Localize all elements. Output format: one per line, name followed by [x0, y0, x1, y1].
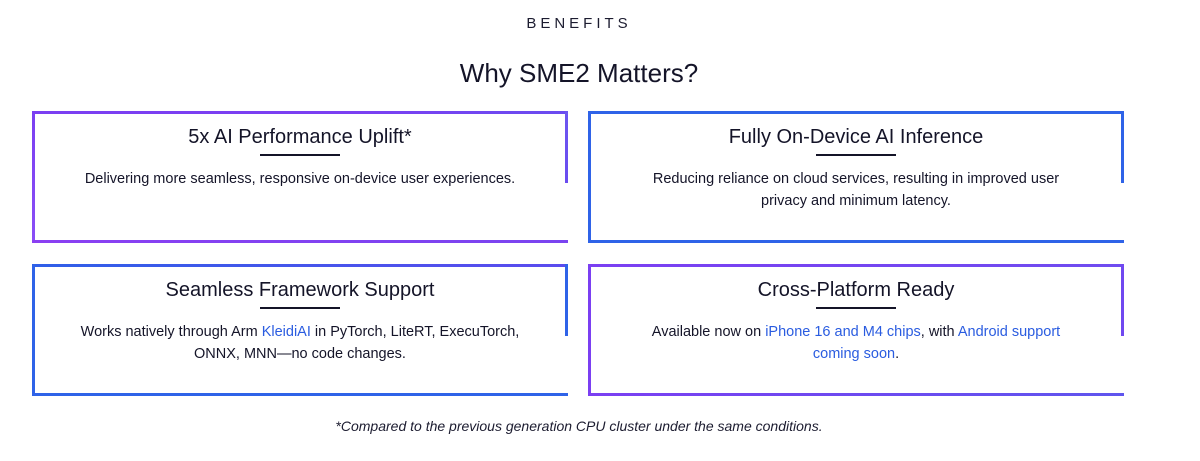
benefit-card-cross-platform: Cross-Platform Ready Available now on iP…: [588, 264, 1124, 396]
card-border-right: [1121, 111, 1124, 183]
android-support-link[interactable]: Android support coming soon: [812, 324, 1061, 362]
card-text: Works natively through Arm KleidiAI in P…: [32, 321, 568, 365]
card-text: Reducing reliance on cloud services, res…: [652, 171, 1060, 209]
card-text-part: .: [895, 346, 900, 362]
card-title: Seamless Framework Support: [165, 279, 435, 301]
benefit-card-framework: Seamless Framework Support Works nativel…: [32, 264, 568, 396]
iphone-m4-link[interactable]: iPhone 16 and M4 chips: [765, 324, 921, 340]
card-text: Delivering more seamless, responsive on-…: [84, 171, 516, 187]
card-title: Cross-Platform Ready: [757, 279, 955, 301]
card-text-part: , with: [920, 324, 958, 340]
card-text-part: Works natively through Arm: [80, 324, 262, 340]
section-title: Why SME2 Matters?: [459, 58, 699, 88]
card-title: Fully On-Device AI Inference: [728, 126, 984, 148]
footnote: *Compared to the previous generation CPU…: [335, 418, 823, 434]
card-title-underline: [260, 154, 340, 156]
card-border-right: [1121, 264, 1124, 336]
card-border-top: [588, 111, 1124, 114]
card-border-bottom: [32, 393, 568, 396]
card-text-part: Available now on: [651, 324, 766, 340]
card-border-right: [565, 264, 568, 336]
card-border-left: [32, 111, 35, 243]
benefit-card-on-device: Fully On-Device AI Inference Reducing re…: [588, 111, 1124, 243]
card-border-top: [32, 111, 568, 114]
card-border-bottom: [32, 240, 568, 243]
benefit-card-performance: 5x AI Performance Uplift* Delivering mor…: [32, 111, 568, 243]
card-border-bottom: [588, 240, 1124, 243]
card-border-top: [32, 264, 568, 267]
card-border-left: [588, 111, 591, 243]
card-title-underline: [816, 154, 896, 156]
card-text: Available now on iPhone 16 and M4 chips,…: [588, 321, 1124, 365]
card-border-left: [588, 264, 591, 396]
card-border-left: [32, 264, 35, 396]
kleidiai-link[interactable]: KleidiAI: [261, 324, 311, 340]
card-title: 5x AI Performance Uplift*: [188, 126, 412, 148]
card-title-underline: [816, 307, 896, 309]
card-border-right: [565, 111, 568, 183]
card-border-top: [588, 264, 1124, 267]
card-border-bottom: [588, 393, 1124, 396]
card-text-part: in PyTorch, LiteRT, ExecuTorch, ONNX, MN…: [194, 324, 520, 362]
benefits-eyebrow: BENEFITS: [526, 15, 632, 32]
card-title-underline: [260, 307, 340, 309]
